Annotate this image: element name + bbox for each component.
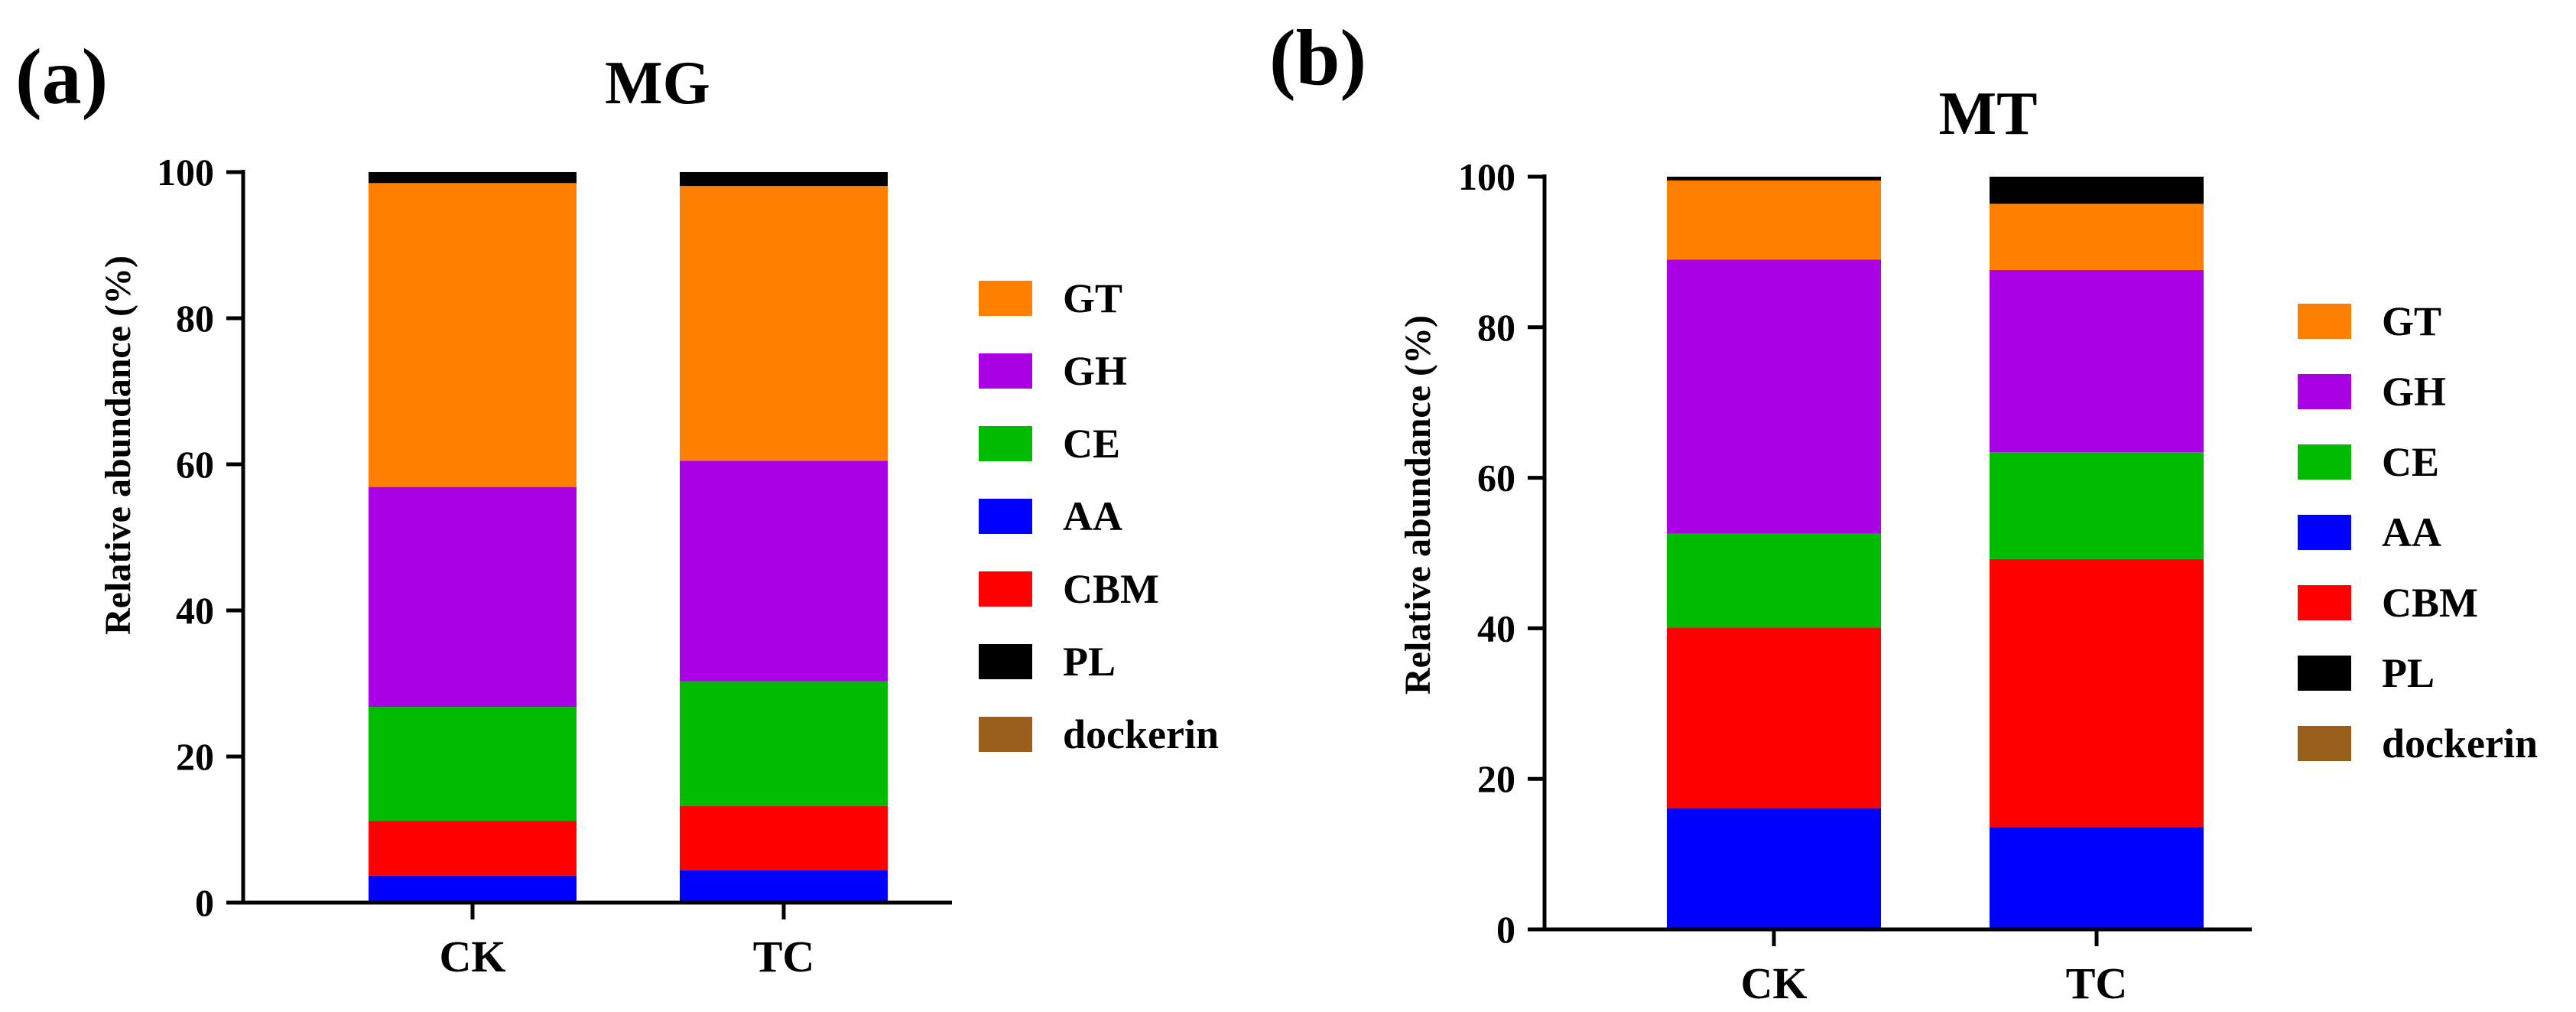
- bar-segment-mg-tc-pl: [680, 172, 888, 187]
- legend-swatch-mg-pl: [979, 644, 1032, 679]
- legend-label-mg-gt: GT: [1063, 275, 1122, 321]
- bar-segment-mg-tc-ce: [680, 681, 888, 806]
- y-tick-label-mg-100: 100: [157, 151, 214, 194]
- bar-segment-mg-tc-aa: [680, 870, 888, 902]
- legend-swatch-mt-cbm: [2298, 585, 2351, 620]
- bar-segment-mg-ck-gt: [369, 183, 577, 487]
- bar-segment-mt-tc-cbm: [1990, 558, 2204, 828]
- legend-label-mg-ce: CE: [1063, 421, 1120, 467]
- y-tick-label-mt-100: 100: [1458, 155, 1515, 198]
- bar-segment-mg-tc-cbm: [680, 805, 888, 870]
- legend-mg: GT GH CE AA CBM PL dockerin: [979, 275, 1219, 757]
- bar-segment-mg-tc-gt: [680, 186, 888, 461]
- legend-swatch-mt-aa: [2298, 515, 2351, 550]
- y-tick-label-mg-20: 20: [176, 735, 214, 778]
- panel-mg: (a) MG Relative abundance (%) 0 20 40 60 80 1…: [15, 33, 1219, 981]
- legend-label-mg-aa: AA: [1063, 493, 1122, 539]
- bar-segment-mt-tc-gh: [1990, 270, 2204, 453]
- x-tick-label-mt-tc: TC: [2066, 958, 2128, 1008]
- y-tick-label-mt-80: 80: [1477, 306, 1515, 349]
- bar-segment-mt-ck-cbm: [1667, 627, 1881, 809]
- bar-segment-mt-tc-aa: [1990, 827, 2204, 929]
- bar-segment-mt-tc-ce: [1990, 452, 2204, 559]
- legend-label-mg-gh: GH: [1063, 348, 1127, 394]
- legend-swatch-mg-dockerin: [979, 717, 1032, 752]
- bar-segment-mg-ck-gh: [369, 486, 577, 708]
- legend-swatch-mg-cbm: [979, 571, 1032, 607]
- legend-label-mt-pl: PL: [2382, 650, 2435, 696]
- chart-title-mg: MG: [605, 50, 710, 117]
- legend-label-mg-pl: PL: [1063, 639, 1116, 685]
- legend-swatch-mg-gt: [979, 281, 1032, 316]
- legend-swatch-mt-gt: [2298, 304, 2351, 339]
- legend-label-mt-ce: CE: [2382, 439, 2439, 485]
- bar-segment-mg-ck-cbm: [369, 821, 577, 876]
- panel-mt: (b) MT Relative abundance (%) 0 20 40 60 80 1…: [1269, 14, 2538, 1008]
- x-tick-label-mg-tc: TC: [753, 932, 815, 981]
- legend-swatch-mt-pl: [2298, 656, 2351, 691]
- y-tick-label-mg-60: 60: [176, 443, 214, 486]
- legend-swatch-mt-dockerin: [2298, 726, 2351, 761]
- bar-segment-mt-tc-gt: [1990, 203, 2204, 271]
- legend-label-mg-dockerin: dockerin: [1063, 711, 1219, 757]
- bar-segment-mg-ck-pl: [369, 172, 577, 184]
- bar-segment-mt-tc-pl: [1990, 177, 2204, 204]
- chart-title-mt: MT: [1939, 80, 2038, 148]
- legend-label-mt-cbm: CBM: [2382, 580, 2478, 626]
- bar-segment-mg-tc-gh: [680, 460, 888, 682]
- bar-segment-mg-ck-ce: [369, 707, 577, 822]
- y-tick-label-mt-20: 20: [1477, 757, 1515, 800]
- bar-segment-mg-ck-aa: [369, 875, 577, 902]
- y-tick-label-mg-40: 40: [176, 589, 214, 632]
- legend-label-mt-gt: GT: [2382, 298, 2441, 344]
- plot-area-mg: 0 20 40 60 80 100 CK TC: [157, 151, 952, 981]
- bar-segment-mt-ck-aa: [1667, 808, 1881, 929]
- plot-area-mt: 0 20 40 60 80 100 CK TC: [1458, 155, 2252, 1008]
- y-axis-label-mg: Relative abundance (%): [98, 255, 138, 635]
- legend-mt: GT GH CE AA CBM PL dockerin: [2298, 298, 2538, 766]
- legend-swatch-mg-aa: [979, 499, 1032, 534]
- legend-label-mt-dockerin: dockerin: [2382, 721, 2538, 766]
- y-tick-label-mt-40: 40: [1477, 607, 1515, 649]
- bar-segment-mt-ck-pl: [1667, 177, 1881, 181]
- y-tick-label-mt-60: 60: [1477, 457, 1515, 499]
- x-tick-label-mg-ck: CK: [440, 932, 506, 981]
- legend-swatch-mt-gh: [2298, 374, 2351, 409]
- x-tick-label-mt-ck: CK: [1741, 958, 1808, 1008]
- y-tick-label-mg-80: 80: [176, 297, 214, 340]
- y-tick-label-mt-0: 0: [1496, 908, 1515, 951]
- legend-label-mg-cbm: CBM: [1063, 566, 1159, 612]
- legend-label-mt-aa: AA: [2382, 509, 2441, 555]
- y-axis-label-mt: Relative abundance (%): [1398, 315, 1438, 695]
- bar-segment-mt-ck-ce: [1667, 533, 1881, 628]
- bar-segment-mt-ck-gt: [1667, 180, 1881, 260]
- legend-label-mt-gh: GH: [2382, 369, 2446, 415]
- legend-swatch-mt-ce: [2298, 444, 2351, 480]
- legend-swatch-mg-ce: [979, 426, 1032, 461]
- bar-segment-mt-ck-gh: [1667, 259, 1881, 534]
- panel-label-b: (b): [1269, 14, 1366, 102]
- legend-swatch-mg-gh: [979, 353, 1032, 389]
- panel-label-a: (a): [15, 33, 108, 121]
- y-tick-label-mg-0: 0: [195, 881, 214, 924]
